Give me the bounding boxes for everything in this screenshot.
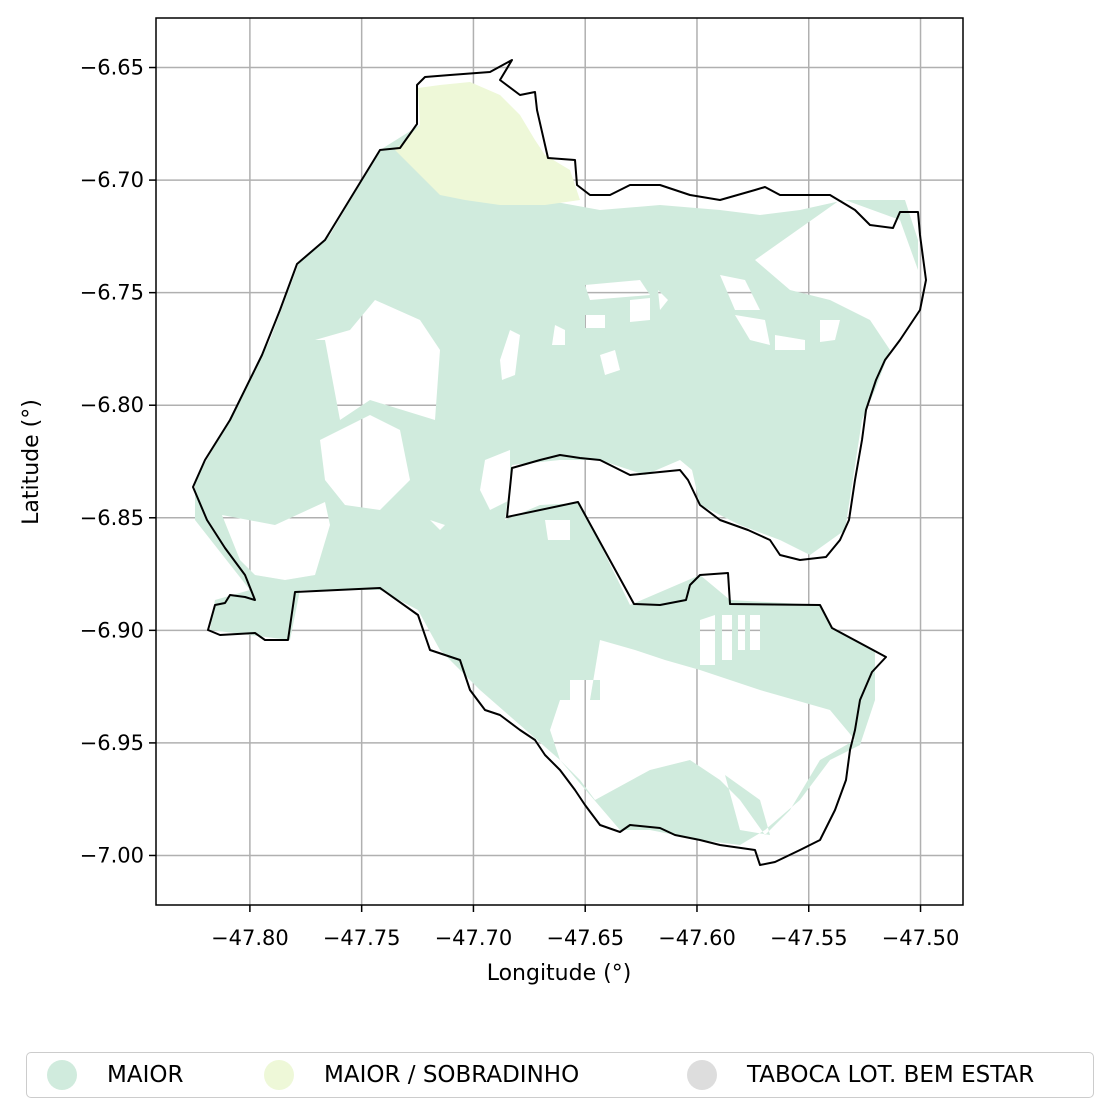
x-tick-label: −47.80 [211, 926, 289, 950]
plot-frame [155, 17, 964, 906]
x-tick-label: −47.70 [435, 926, 513, 950]
map-areas [195, 82, 918, 845]
y-tick-label: −6.85 [80, 506, 144, 530]
legend-label-maior-sobradinho: MAIOR / SOBRADINHO [324, 1062, 580, 1088]
legend-swatch-maior [47, 1060, 77, 1090]
x-axis-label: Longitude (°) [487, 961, 632, 986]
x-tick-label: −47.60 [658, 926, 736, 950]
municipality-boundary [192, 59, 927, 866]
y-axis-label: Latitude (°) [19, 399, 44, 525]
area-maior-sobradinho [395, 82, 580, 205]
y-axis-ticks: −6.65 −6.70 −6.75 −6.80 −6.85 −6.90 −6.95 −7.00 [80, 56, 156, 867]
x-tick-label: −47.65 [546, 926, 624, 950]
y-tick-label: −6.70 [80, 168, 144, 192]
x-tick-label: −47.75 [323, 926, 401, 950]
y-tick-label: −6.95 [80, 731, 144, 755]
legend-item-taboca: TABOCA LOT. BEM ESTAR [687, 1053, 1034, 1097]
legend-label-maior: MAIOR [107, 1062, 184, 1088]
y-tick-label: −6.80 [80, 393, 144, 417]
legend-swatch-maior-sobradinho [264, 1060, 294, 1090]
legend-label-taboca: TABOCA LOT. BEM ESTAR [747, 1062, 1035, 1088]
legend-item-maior: MAIOR [47, 1053, 183, 1097]
x-tick-label: −47.55 [770, 926, 848, 950]
x-axis-ticks: −47.80 −47.75 −47.70 −47.65 −47.60 −47.55 −47.… [211, 905, 959, 950]
legend-item-maior-sobradinho: MAIOR / SOBRADINHO [264, 1053, 579, 1097]
legend: MAIOR MAIOR / SOBRADINHO TABOCA LOT. BEM… [26, 1052, 1094, 1098]
y-tick-label: −6.90 [80, 618, 144, 642]
x-tick-label: −47.50 [882, 926, 960, 950]
y-tick-label: −7.00 [80, 843, 144, 867]
map-figure: −47.80 −47.75 −47.70 −47.65 −47.60 −47.55 −47.… [19, 17, 964, 986]
area-maior [195, 125, 918, 845]
y-tick-label: −6.65 [80, 56, 144, 80]
y-tick-label: −6.75 [80, 281, 144, 305]
legend-swatch-taboca [687, 1060, 717, 1090]
